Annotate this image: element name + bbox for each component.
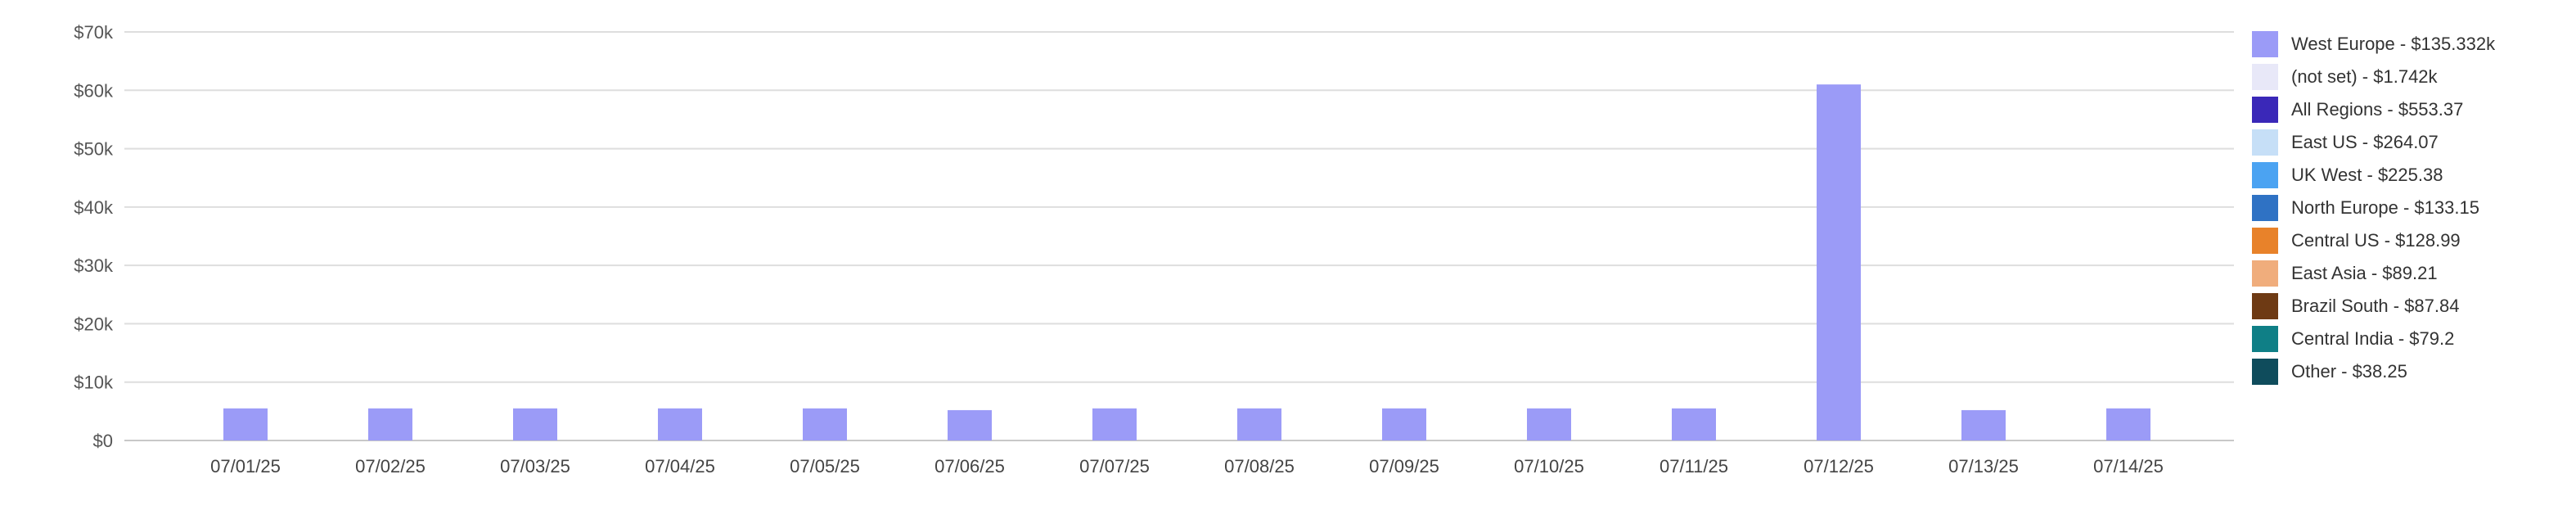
legend-label: UK West - $225.38 [2291, 165, 2443, 185]
y-tick-label: $70k [74, 22, 114, 43]
legend-swatch [2252, 228, 2278, 254]
y-tick-label: $60k [74, 80, 114, 101]
y-tick-label: $0 [93, 431, 113, 451]
bar [223, 408, 268, 440]
legend-label: Central India - $79.2 [2291, 328, 2455, 349]
x-tick-label: 07/06/25 [934, 456, 1005, 477]
legend-swatch [2252, 326, 2278, 352]
bar [1382, 408, 1426, 440]
bar [1817, 84, 1861, 441]
legend-label: Central US - $128.99 [2291, 230, 2461, 251]
x-tick-label: 07/14/25 [2093, 456, 2164, 477]
x-tick-label: 07/07/25 [1079, 456, 1150, 477]
legend-swatch [2252, 260, 2278, 287]
x-tick-label: 07/09/25 [1369, 456, 1439, 477]
legend-label: Brazil South - $87.84 [2291, 296, 2460, 316]
x-tick-label: 07/02/25 [355, 456, 426, 477]
legend-swatch [2252, 359, 2278, 385]
bar [368, 408, 412, 440]
legend-label: North Europe - $133.15 [2291, 197, 2479, 218]
x-tick-label: 07/05/25 [790, 456, 860, 477]
legend-swatch [2252, 97, 2278, 123]
bar [2106, 408, 2150, 440]
legend-swatch [2252, 64, 2278, 90]
y-tick-label: $10k [74, 373, 114, 393]
legend-swatch [2252, 31, 2278, 57]
legend-swatch [2252, 293, 2278, 319]
bar [513, 408, 557, 440]
legend-swatch [2252, 195, 2278, 221]
x-tick-label: 07/12/25 [1804, 456, 1874, 477]
bar [1237, 408, 1281, 440]
y-tick-label: $50k [74, 139, 114, 160]
bar-chart: $0 $10k $20k $30k $40k $50k $60k $70k 07/01/25 07… [74, 22, 2234, 477]
x-tick-label: 07/08/25 [1224, 456, 1295, 477]
legend-label: West Europe - $135.332k [2291, 34, 2496, 54]
bar [1672, 408, 1716, 440]
bar [658, 408, 702, 440]
bar [803, 408, 847, 440]
bar [948, 409, 992, 440]
legend-label: East Asia - $89.21 [2291, 263, 2438, 283]
y-tick-label: $30k [74, 255, 114, 276]
x-tick-label: 07/10/25 [1514, 456, 1584, 477]
legend-label: All Regions - $553.37 [2291, 99, 2464, 120]
x-tick-label: 07/04/25 [645, 456, 715, 477]
legend-label: East US - $264.07 [2291, 132, 2439, 152]
x-tick-label: 07/13/25 [1948, 456, 2019, 477]
legend-swatch [2252, 162, 2278, 188]
y-tick-label: $40k [74, 197, 114, 218]
y-tick-label: $20k [74, 314, 114, 334]
x-tick-label: 07/03/25 [500, 456, 570, 477]
legend-label: (not set) - $1.742k [2291, 66, 2438, 87]
bar [1527, 408, 1571, 440]
bar [1092, 408, 1137, 440]
legend-label: Other - $38.25 [2291, 361, 2407, 382]
x-tick-label: 07/01/25 [210, 456, 281, 477]
legend-swatch [2252, 129, 2278, 156]
bar [1961, 409, 2006, 440]
x-tick-label: 07/11/25 [1660, 456, 1728, 477]
